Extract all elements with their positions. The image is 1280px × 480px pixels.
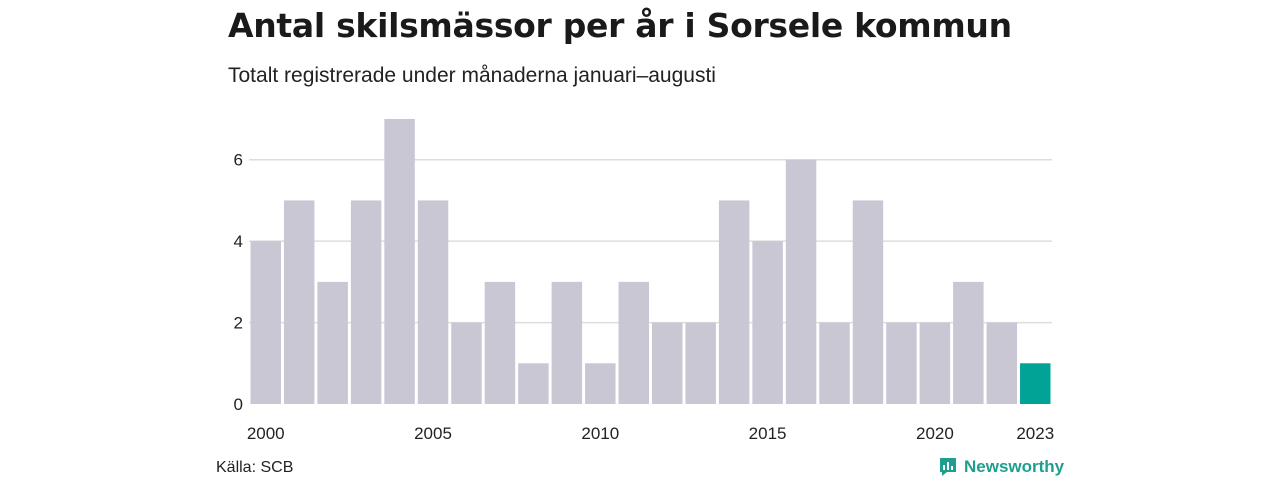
- bar-2009[interactable]: [551, 281, 583, 404]
- brand-name: Newsworthy: [964, 457, 1065, 476]
- y-tick-label: 2: [234, 314, 243, 333]
- bar-2010[interactable]: [585, 363, 616, 404]
- bar-2002[interactable]: [317, 281, 348, 404]
- x-tick-label: 2020: [916, 424, 954, 443]
- bar-2000[interactable]: [250, 241, 281, 404]
- bar-2001[interactable]: [283, 200, 315, 404]
- bar-2015[interactable]: [752, 241, 783, 404]
- bar-2004[interactable]: [384, 119, 415, 404]
- x-tick-label: 2010: [581, 424, 619, 443]
- bar-2016[interactable]: [785, 159, 817, 404]
- bar-2006[interactable]: [451, 322, 482, 404]
- y-tick-label: 6: [234, 151, 243, 170]
- x-tick-label: 2000: [247, 424, 285, 443]
- bar-2013[interactable]: [685, 322, 716, 404]
- brand-logo[interactable]: Newsworthy: [938, 456, 1064, 478]
- bar-2019[interactable]: [886, 322, 917, 404]
- x-tick-label: 2023: [1016, 424, 1054, 443]
- x-tick-label: 2015: [749, 424, 787, 443]
- bar-2014[interactable]: [718, 200, 750, 404]
- bar-2003[interactable]: [350, 200, 382, 404]
- bar-2017[interactable]: [819, 322, 850, 404]
- newsworthy-logo-icon: [940, 458, 956, 476]
- source-label: Källa: SCB: [216, 459, 294, 476]
- bar-2012[interactable]: [652, 322, 683, 404]
- x-tick-label: 2005: [414, 424, 452, 443]
- bar-2005[interactable]: [417, 200, 449, 404]
- bar-2007[interactable]: [484, 281, 516, 404]
- bar-2011[interactable]: [618, 281, 649, 404]
- bar-2020[interactable]: [919, 322, 951, 404]
- chart-subtitle: Totalt registrerade under månaderna janu…: [228, 64, 716, 87]
- y-tick-label: 4: [234, 232, 243, 251]
- bar-2018[interactable]: [852, 200, 884, 404]
- y-tick-label: 0: [234, 395, 243, 414]
- bar-2022[interactable]: [986, 322, 1018, 404]
- bar-2021[interactable]: [953, 281, 984, 404]
- bar-2008[interactable]: [518, 363, 549, 404]
- chart-title: Antal skilsmässor per år i Sorsele kommu…: [228, 6, 1012, 45]
- bar-2023[interactable]: [1020, 363, 1051, 404]
